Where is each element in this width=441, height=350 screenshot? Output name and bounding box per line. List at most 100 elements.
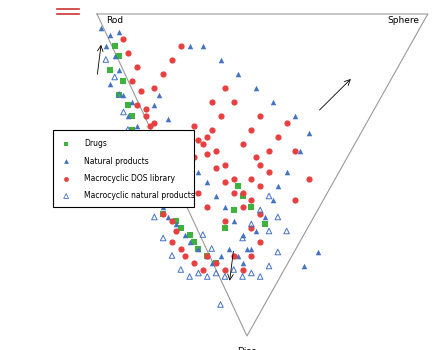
Point (248, 225, 255, 230)
Point (314, 249, 321, 255)
Point (133, 123, 140, 129)
Point (239, 235, 246, 241)
Point (151, 214, 158, 220)
Point (177, 225, 184, 230)
Point (146, 176, 153, 181)
Point (160, 71, 167, 76)
Point (116, 92, 123, 97)
Point (160, 183, 167, 188)
Point (230, 99, 237, 104)
Point (98, 25, 105, 31)
Point (124, 102, 131, 108)
Point (195, 137, 202, 143)
Point (195, 246, 202, 251)
Point (177, 183, 184, 188)
Point (133, 148, 140, 153)
Point (142, 113, 149, 118)
Point (146, 155, 153, 160)
Point (292, 113, 299, 118)
Point (155, 165, 162, 171)
Point (186, 176, 193, 181)
Point (164, 200, 171, 206)
Point (252, 85, 259, 90)
Point (173, 218, 180, 223)
Point (107, 81, 114, 87)
Point (213, 260, 220, 265)
Point (191, 123, 198, 129)
Point (257, 274, 264, 279)
Point (168, 218, 176, 223)
Point (199, 232, 206, 237)
Point (155, 193, 162, 199)
Point (199, 267, 206, 272)
Point (120, 92, 127, 97)
Point (248, 270, 255, 276)
Point (208, 127, 215, 132)
Point (155, 92, 162, 97)
Point (138, 88, 145, 94)
Point (120, 78, 127, 83)
Point (257, 113, 264, 118)
Text: Macrocyclic natural products: Macrocyclic natural products (84, 191, 194, 201)
Point (107, 67, 114, 73)
Point (274, 214, 281, 220)
Point (151, 176, 158, 181)
Point (204, 253, 211, 258)
Point (204, 204, 211, 209)
Point (257, 162, 264, 167)
Point (221, 85, 228, 90)
Point (116, 53, 123, 59)
Point (221, 267, 228, 272)
Point (177, 43, 184, 48)
Point (120, 36, 127, 41)
Point (191, 239, 198, 244)
Point (235, 71, 242, 76)
Point (230, 190, 237, 195)
Point (142, 134, 149, 139)
Point (133, 134, 140, 139)
Point (129, 113, 136, 118)
Point (142, 193, 149, 199)
Point (186, 232, 193, 237)
Point (168, 130, 176, 136)
Point (173, 221, 180, 227)
Point (274, 134, 281, 139)
Point (217, 302, 224, 307)
Point (230, 176, 237, 181)
Point (261, 214, 268, 220)
Point (124, 50, 131, 55)
Point (230, 218, 237, 223)
Point (221, 218, 228, 223)
Point (274, 183, 281, 188)
Point (111, 43, 118, 48)
Point (160, 235, 167, 241)
Point (168, 148, 176, 153)
Point (235, 183, 242, 188)
Point (133, 64, 140, 69)
Point (142, 106, 149, 111)
Point (283, 228, 290, 234)
Point (208, 260, 215, 265)
Point (239, 260, 246, 265)
Point (168, 57, 176, 62)
Point (292, 197, 299, 202)
Point (265, 193, 273, 199)
Point (217, 113, 224, 118)
Point (124, 127, 131, 132)
Point (142, 155, 149, 160)
Point (116, 29, 123, 34)
Point (138, 134, 145, 139)
Point (133, 162, 140, 167)
Point (257, 239, 264, 244)
Point (160, 193, 167, 199)
Point (230, 267, 237, 272)
Point (151, 144, 158, 150)
Point (199, 141, 206, 146)
Point (221, 179, 228, 185)
Point (191, 260, 198, 265)
Point (151, 85, 158, 90)
Point (221, 225, 228, 230)
Point (226, 246, 233, 251)
Point (177, 246, 184, 251)
Point (265, 228, 273, 234)
